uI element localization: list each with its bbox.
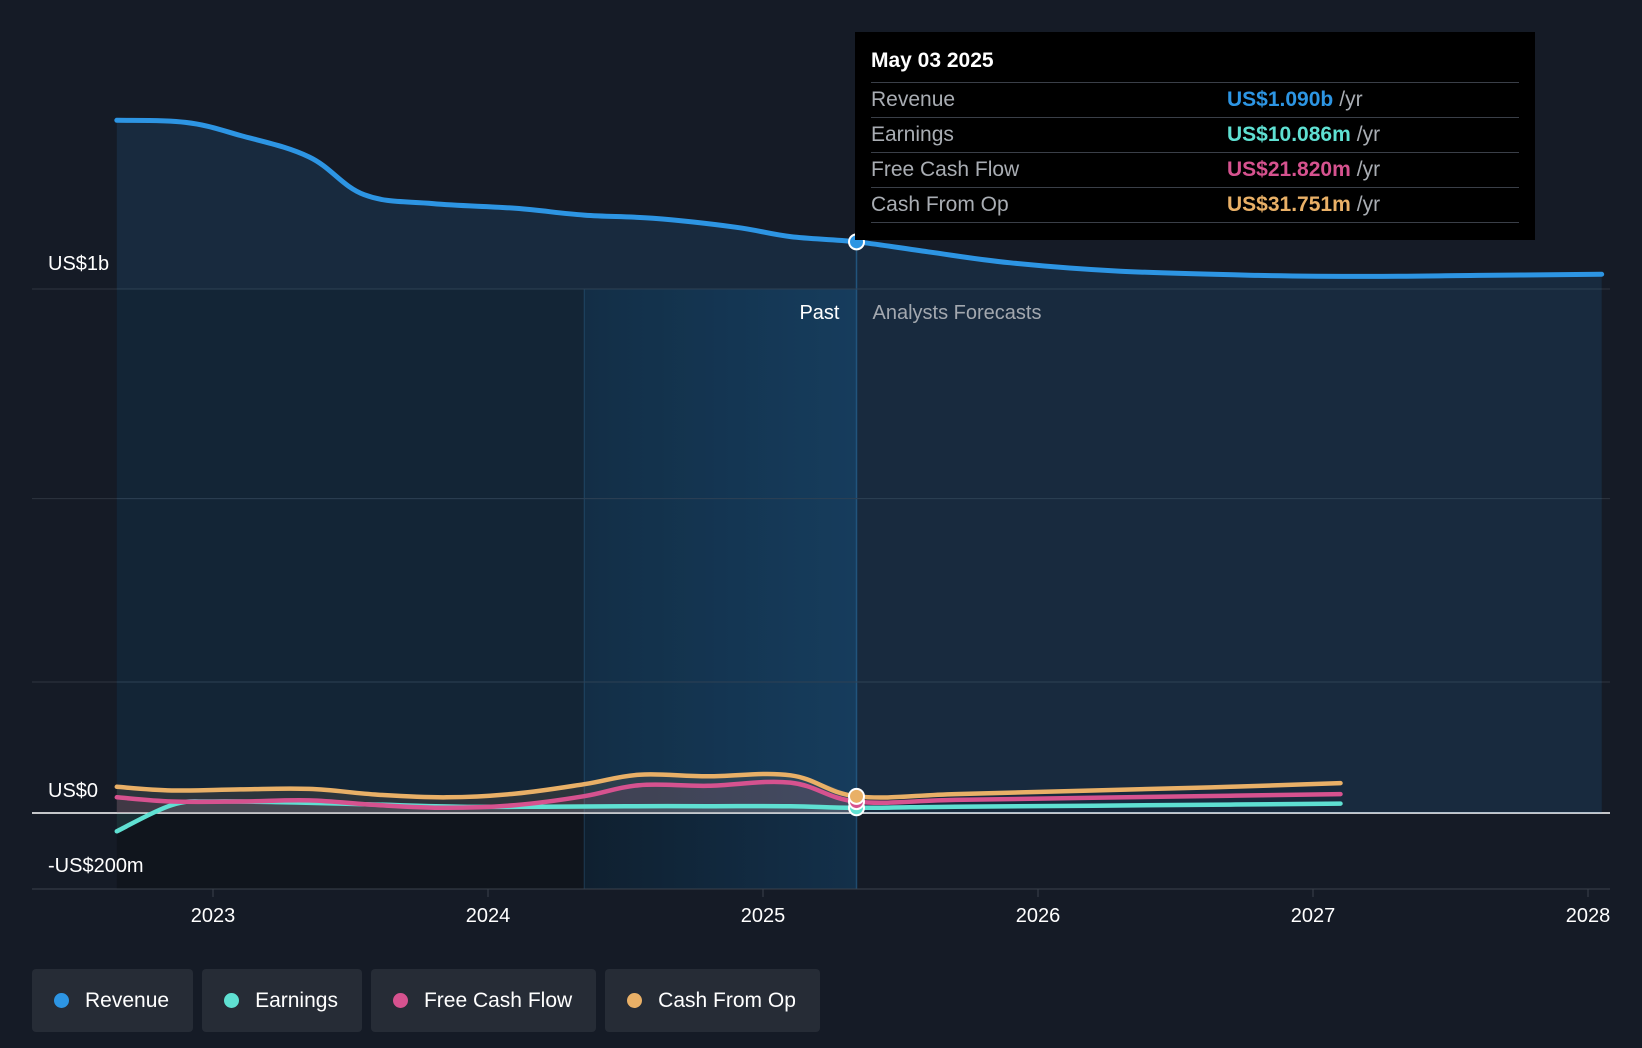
tooltip-label: Cash From Op bbox=[871, 193, 1009, 216]
marker-cash-from-op bbox=[848, 787, 865, 805]
legend-dot-icon bbox=[392, 993, 408, 1008]
tooltip-unit: /yr bbox=[1339, 88, 1363, 111]
tooltip-unit: /yr bbox=[1356, 158, 1381, 181]
legend-label: Earnings bbox=[255, 988, 338, 1012]
legend-dot-icon bbox=[224, 993, 240, 1008]
legend-label: Cash From Op bbox=[658, 988, 796, 1012]
tooltip-unit: /yr bbox=[1356, 193, 1381, 216]
revenue-area bbox=[116, 120, 1602, 814]
legend-item-revenue[interactable]: Revenue bbox=[32, 969, 194, 1032]
tooltip-value: US$1.090b bbox=[1227, 88, 1334, 111]
x-tick-label: 2028 bbox=[1566, 905, 1611, 927]
legend-dot-icon bbox=[627, 993, 643, 1008]
y-tick-label: US$1b bbox=[48, 253, 109, 275]
x-tick-label: 2027 bbox=[1291, 905, 1336, 927]
legend-label: Free Cash Flow bbox=[423, 988, 573, 1012]
tooltip-date: May 03 2025 bbox=[871, 46, 1519, 83]
tooltip-label: Earnings bbox=[871, 123, 954, 146]
series-line-free-cash-flow bbox=[114, 779, 1343, 811]
past-label: Past bbox=[799, 302, 839, 324]
legend-item-free-cash-flow[interactable]: Free Cash Flow bbox=[370, 969, 597, 1032]
tooltip: May 03 2025 Revenue US$1.090b /yr Earnin… bbox=[855, 32, 1535, 240]
y-tick-label: US$0 bbox=[48, 780, 98, 802]
series-line-cash-from-op bbox=[114, 771, 1343, 800]
tooltip-unit: /yr bbox=[1356, 123, 1381, 146]
series-line-revenue bbox=[114, 117, 1605, 279]
legend-item-cash-from-op[interactable]: Cash From Op bbox=[605, 969, 820, 1032]
y-tick-label: -US$200m bbox=[48, 855, 144, 877]
x-tick-label: 2023 bbox=[191, 905, 236, 927]
tooltip-row-revenue: Revenue US$1.090b /yr bbox=[871, 83, 1519, 118]
series-area-earnings bbox=[116, 801, 857, 832]
tooltip-row-earnings: Earnings US$10.086m /yr bbox=[871, 118, 1519, 153]
tooltip-value: US$21.820m bbox=[1227, 158, 1351, 181]
tooltip-label: Free Cash Flow bbox=[871, 158, 1020, 181]
legend: Revenue Earnings Free Cash Flow Cash Fro… bbox=[32, 969, 820, 1032]
tooltip-row-free-cash-flow: Free Cash Flow US$21.820m /yr bbox=[871, 153, 1519, 188]
legend-dot-icon bbox=[54, 993, 69, 1008]
tooltip-value: US$31.751m bbox=[1227, 193, 1351, 216]
legend-item-earnings[interactable]: Earnings bbox=[202, 969, 362, 1032]
forecast-label: Analysts Forecasts bbox=[873, 302, 1042, 324]
tooltip-row-cash-from-op: Cash From Op US$31.751m /yr bbox=[871, 188, 1519, 223]
x-tick-label: 2025 bbox=[741, 905, 786, 927]
x-tick-label: 2024 bbox=[466, 905, 511, 927]
tooltip-label: Revenue bbox=[871, 88, 956, 111]
tooltip-value: US$10.086m bbox=[1227, 123, 1351, 146]
legend-label: Revenue bbox=[85, 988, 170, 1012]
x-tick-label: 2026 bbox=[1016, 905, 1061, 927]
